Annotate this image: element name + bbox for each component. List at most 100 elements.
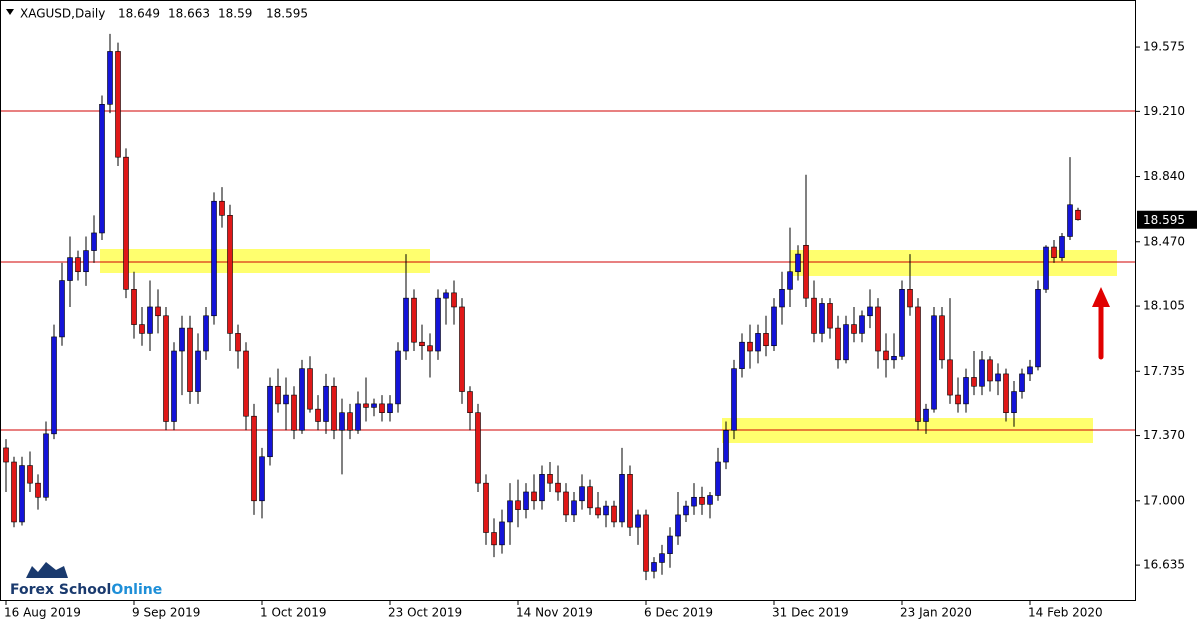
candle-body [99,104,105,234]
candle-body [91,232,97,251]
candle-body [811,297,817,334]
candle-body [659,553,665,563]
candle-body [251,415,257,502]
candle-body [771,306,777,347]
candle-body [939,315,945,361]
candle-body [859,315,865,334]
candle-body [35,482,41,498]
y-tick-label: 19.210 [1143,104,1185,118]
candle-body [675,514,681,537]
menu-triangle [6,9,14,15]
candle-body [707,495,713,505]
candle-body [523,491,529,510]
logo: Forex SchoolOnline [10,562,162,598]
price-label-box [1137,210,1197,229]
candle-body [419,341,425,347]
candle-body [635,514,641,528]
candle-body [155,306,161,317]
candle-body [467,391,473,413]
candle-body [651,562,657,572]
candle-body [483,482,489,533]
x-tick-label: 6 Dec 2019 [644,606,713,620]
candle-body [1011,391,1017,413]
y-tick-label: 17.370 [1143,428,1185,442]
x-tick-label: 23 Oct 2019 [388,606,462,620]
candle-body [691,496,697,507]
candle-body [795,253,801,273]
candle-body [379,403,385,413]
candle-body [539,474,545,502]
y-tick-label: 19.575 [1143,40,1185,54]
candle-body [515,500,521,510]
candle-body [531,491,537,502]
candle-body [507,500,513,523]
candle-body [1019,373,1025,392]
candle-body [27,465,33,484]
candle-body [259,456,265,502]
candle-body [179,327,185,352]
candle-body [347,412,353,431]
y-tick-label: 18.840 [1143,169,1185,183]
candle-body [955,394,961,405]
candle-body [75,257,81,273]
candle-body [803,244,809,299]
candle-body [131,289,137,325]
candle-body [283,394,289,405]
candle-body [683,505,689,516]
arrow [1092,287,1110,360]
candle-body [995,373,1001,382]
candle-body [227,215,233,334]
candle-body [755,333,761,352]
candle-body [435,297,441,352]
x-tick-label: 1 Oct 2019 [260,606,327,620]
candle-body [51,336,57,435]
candle-body [891,355,897,361]
candle-body [299,368,305,431]
candle-body [643,514,649,572]
price-label: 18.595 [1143,213,1185,227]
candle-body [267,385,273,458]
candle-body [243,350,249,417]
candle-body [627,474,633,528]
candle-body [443,292,449,299]
candle-body [147,306,153,334]
candle-body [611,505,617,523]
candle-body [315,408,321,422]
candle-body [579,486,585,502]
low: 18.59 [218,7,252,21]
x-tick-label: 23 Jan 2020 [900,606,972,620]
candle-body [11,461,17,523]
candle-body [331,385,337,431]
candle-body [371,403,377,408]
candle-body [851,324,857,334]
candle-body [763,333,769,347]
y-tick-label: 17.000 [1143,493,1185,507]
candle-body [739,341,745,369]
candle-body [979,359,985,387]
candle-body [1051,246,1057,258]
x-tick-label: 9 Sep 2019 [132,606,200,620]
candle-body [547,474,553,484]
x-tick-label: 31 Dec 2019 [772,606,849,620]
zone [790,250,1117,276]
candle-body [1003,373,1009,413]
candle-body [947,359,953,396]
candle-body [475,412,481,484]
candle-body [83,250,89,273]
logo-icon [26,562,68,578]
candle-body [883,350,889,361]
candle-body [731,368,737,431]
candle-body [387,403,393,413]
candle-body [1067,204,1073,237]
candle-body [43,433,49,498]
candle-body [819,303,825,334]
candle-body [835,327,841,361]
candle-body [1075,209,1081,221]
candle-body [931,315,937,410]
candle-body [403,297,409,352]
candle-body [747,341,753,352]
candle-body [195,350,201,392]
y-tick-label: 18.105 [1143,299,1185,313]
candle-body [1027,366,1033,375]
candle-body [395,350,401,405]
